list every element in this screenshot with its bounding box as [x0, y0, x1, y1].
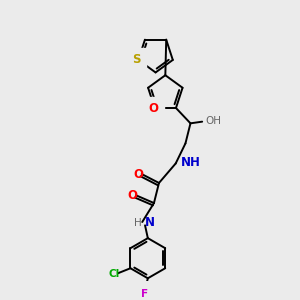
Text: O: O [128, 189, 137, 202]
Text: F: F [142, 290, 148, 299]
Text: O: O [134, 168, 143, 181]
Text: NH: NH [181, 156, 201, 169]
Text: S: S [132, 53, 140, 66]
Text: Cl: Cl [109, 269, 120, 279]
Text: OH: OH [205, 116, 221, 126]
Text: O: O [148, 102, 158, 115]
Text: N: N [145, 216, 154, 229]
Text: H: H [134, 218, 142, 227]
